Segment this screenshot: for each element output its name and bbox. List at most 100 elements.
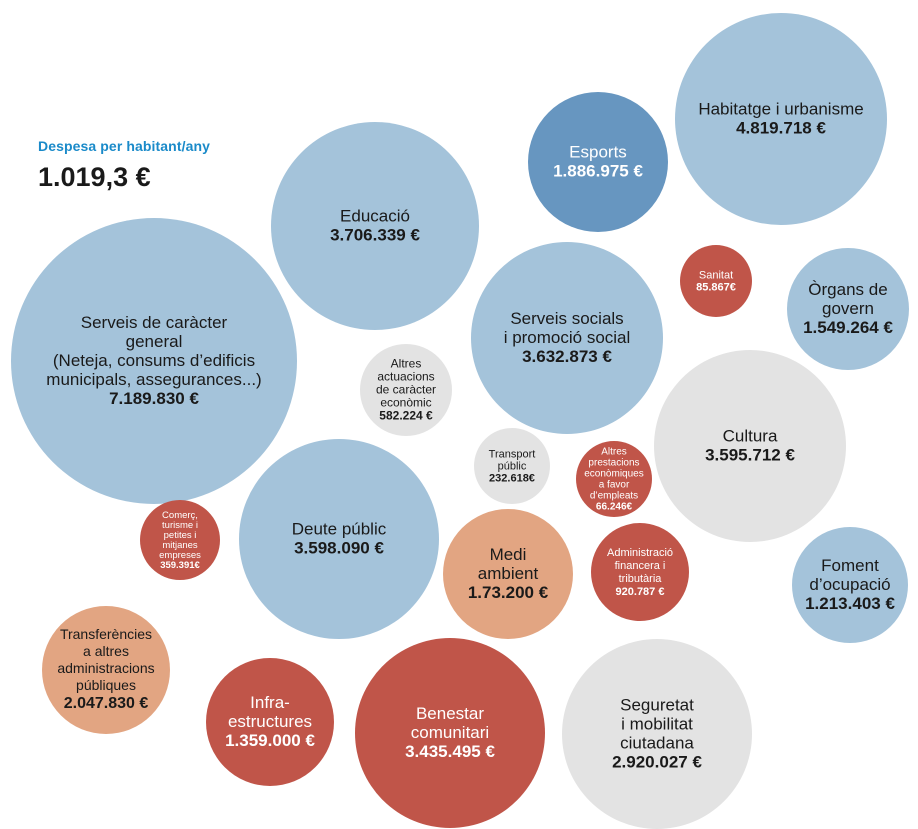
- bubble-category-line: tributària: [619, 573, 663, 585]
- bubble-label-seguretat-i-mobilitat-ciutadana: Seguretat i mobilitat ciutadana 2.920.027 €: [612, 696, 702, 772]
- bubble-serveis-socials-i-promocio-social: [471, 242, 663, 434]
- bubble-label-esports: Esports 1.886.975 €: [553, 143, 643, 181]
- bubble-category-line: govern: [822, 299, 874, 318]
- bubble-category-line: públic: [498, 460, 527, 472]
- bubble-label-altres-actuacions-de-caracter-economic: Altres actuacions de caràcter econòmic 582.2…: [376, 357, 436, 423]
- bubble-label-medi-ambient: Medi ambient 1.73.200 €: [468, 545, 549, 602]
- bubble-label-comerc-turisme-i-petites-i-mitjanes-empr: Comerç, turisme i petites i mitjanes emprese…: [159, 510, 201, 571]
- bubble-deute-public: [239, 439, 439, 639]
- bubble-label-organs-de-govern: Òrgans de govern 1.549.264 €: [803, 280, 893, 337]
- bubble-label-foment-d-ocupacio: Foment d’ocupació 1.213.403 €: [805, 556, 895, 613]
- bubble-category-line: actuacions: [377, 370, 434, 384]
- bubble-value: 232.618€: [489, 472, 535, 484]
- bubble-category-line: Serveis de caràcter: [81, 313, 228, 332]
- bubble-value: 582.224 €: [379, 409, 433, 423]
- bubble-foment-d-ocupacio: [792, 527, 908, 643]
- bubble-label-serveis-socials-i-promocio-social: Serveis socials i promoció social 3.632.87…: [504, 309, 631, 366]
- bubble-category-line: Habitatge i urbanisme: [698, 100, 863, 119]
- bubble-label-deute-public: Deute públic 3.598.090 €: [292, 520, 387, 558]
- bubble-value: 1.73.200 €: [468, 583, 549, 602]
- bubble-label-benestar-comunitari: Benestar comunitari 3.435.495 €: [405, 704, 495, 761]
- bubble-category-line: i promoció social: [504, 328, 631, 347]
- bubble-value: 3.598.090 €: [294, 539, 384, 558]
- bubble-category-line: Serveis socials: [510, 309, 623, 328]
- bubble-value: 2.920.027 €: [612, 753, 702, 772]
- bubble-label-educacio: Educació 3.706.339 €: [330, 207, 420, 245]
- bubble-altres-actuacions-de-caracter-economic: [360, 344, 452, 436]
- bubble-category-line: Transferències: [60, 626, 152, 642]
- bubble-category-line: econòmiques: [584, 469, 643, 480]
- bubble-category-line: econòmic: [380, 396, 431, 410]
- bubble-category-line: turisme i: [162, 520, 198, 531]
- bubble-value: 1.359.000 €: [225, 731, 315, 750]
- bubble-label-infraestructures: Infra-estructures 1.359.000 €: [225, 693, 315, 750]
- bubble-value: 1.886.975 €: [553, 162, 643, 181]
- bubble-organs-de-govern: [787, 248, 909, 370]
- bubble-category-line: d’empleats: [590, 491, 638, 502]
- bubble-category-line: Comerç,: [162, 510, 198, 521]
- bubble-infraestructures: [206, 658, 334, 786]
- per-capita-value: 1.019,3 €: [38, 162, 151, 192]
- bubble-value: 85.867€: [696, 281, 736, 293]
- bubble-label-administracio-financera-i-tributaria: Administració financera i tributària 920.78…: [607, 547, 673, 598]
- bubble-category-line: Altres: [391, 357, 422, 371]
- bubble-educacio: [271, 122, 479, 330]
- bubble-category-line: públiques: [76, 677, 136, 693]
- bubble-label-sanitat: Sanitat 85.867€: [696, 269, 736, 293]
- bubble-category-line: general: [126, 332, 183, 351]
- bubble-label-transferencies-a-altres-administracions-: Transferències a altres administracions púb…: [57, 626, 154, 712]
- bubble-value: 3.706.339 €: [330, 226, 420, 245]
- bubble-benestar-comunitari: [355, 638, 545, 828]
- bubble-administracio-financera-i-tributaria: [591, 523, 689, 621]
- bubble-category-line: ambient: [478, 564, 539, 583]
- bubble-category-line: Infra-: [250, 693, 290, 712]
- bubble-value: 3.632.873 €: [522, 347, 612, 366]
- bubble-esports: [528, 92, 668, 232]
- bubble-category-line: Altres: [601, 447, 627, 458]
- bubble-category-line: prestacions: [588, 458, 639, 469]
- bubble-category-line: Seguretat: [620, 696, 694, 715]
- header: Despesa per habitant/any 1.019,3 €: [38, 138, 210, 193]
- bubble-seguretat-i-mobilitat-ciutadana: [562, 639, 752, 829]
- bubble-category-line: Sanitat: [699, 269, 733, 281]
- bubble-category-line: financera i: [615, 560, 666, 572]
- bubble-sanitat: [680, 245, 752, 317]
- bubble-category-line: Medi: [490, 545, 527, 564]
- bubble-value: 1.213.403 €: [805, 594, 895, 613]
- bubble-category-line: administracions: [57, 660, 154, 676]
- bubble-value: 7.189.830 €: [109, 389, 199, 408]
- bubble-category-line: Foment: [821, 556, 879, 575]
- bubble-category-line: comunitari: [411, 723, 489, 742]
- bubble-value: 359.391€: [160, 560, 200, 571]
- bubble-serveis-de-caracter-general-neteja-consu: [11, 218, 297, 504]
- bubble-category-line: d’ocupació: [809, 575, 890, 594]
- bubble-category-line: a favor: [599, 480, 630, 491]
- bubble-category-line: municipals, assegurances...): [46, 370, 261, 389]
- bubble-value: 1.549.264 €: [803, 318, 893, 337]
- bubble-category-line: Transport: [489, 448, 536, 460]
- bubble-category-line: Cultura: [723, 427, 778, 446]
- bubble-category-line: (Neteja, consums d’edificis: [53, 351, 255, 370]
- bubble-category-line: Òrgans de: [808, 280, 887, 299]
- per-capita-label: Despesa per habitant/any: [38, 138, 211, 154]
- bubble-category-line: mitjanes: [162, 540, 198, 551]
- bubble-transferencies-a-altres-administracions-: [42, 606, 170, 734]
- bubble-medi-ambient: [443, 509, 573, 639]
- bubble-value: 920.787 €: [616, 586, 665, 598]
- bubble-category-line: Benestar: [416, 704, 484, 723]
- bubble-category-line: Deute públic: [292, 520, 387, 539]
- bubble-label-serveis-de-caracter-general-neteja-consu: Serveis de caràcter general (Neteja, consu…: [46, 313, 261, 408]
- bubble-transport-public: [474, 428, 550, 504]
- bubble-value: 2.047.830 €: [64, 695, 149, 712]
- bubble-label-altres-prestacions-economiques-a-favor-d: Altres prestacions econòmiques a favor d’emp…: [584, 447, 643, 513]
- bubble-category-line: estructures: [228, 712, 312, 731]
- bubble-value: 4.819.718 €: [736, 119, 826, 138]
- bubble-category-line: empreses: [159, 550, 201, 561]
- bubble-habitatge-i-urbanisme: [675, 13, 887, 225]
- bubble-altres-prestacions-economiques-a-favor-d: [576, 441, 652, 517]
- bubble-value: 66.246€: [596, 502, 633, 513]
- bubble-category-line: ciutadana: [620, 734, 694, 753]
- bubble-label-cultura: Cultura 3.595.712 €: [705, 427, 795, 465]
- bubble-category-line: a altres: [83, 643, 129, 659]
